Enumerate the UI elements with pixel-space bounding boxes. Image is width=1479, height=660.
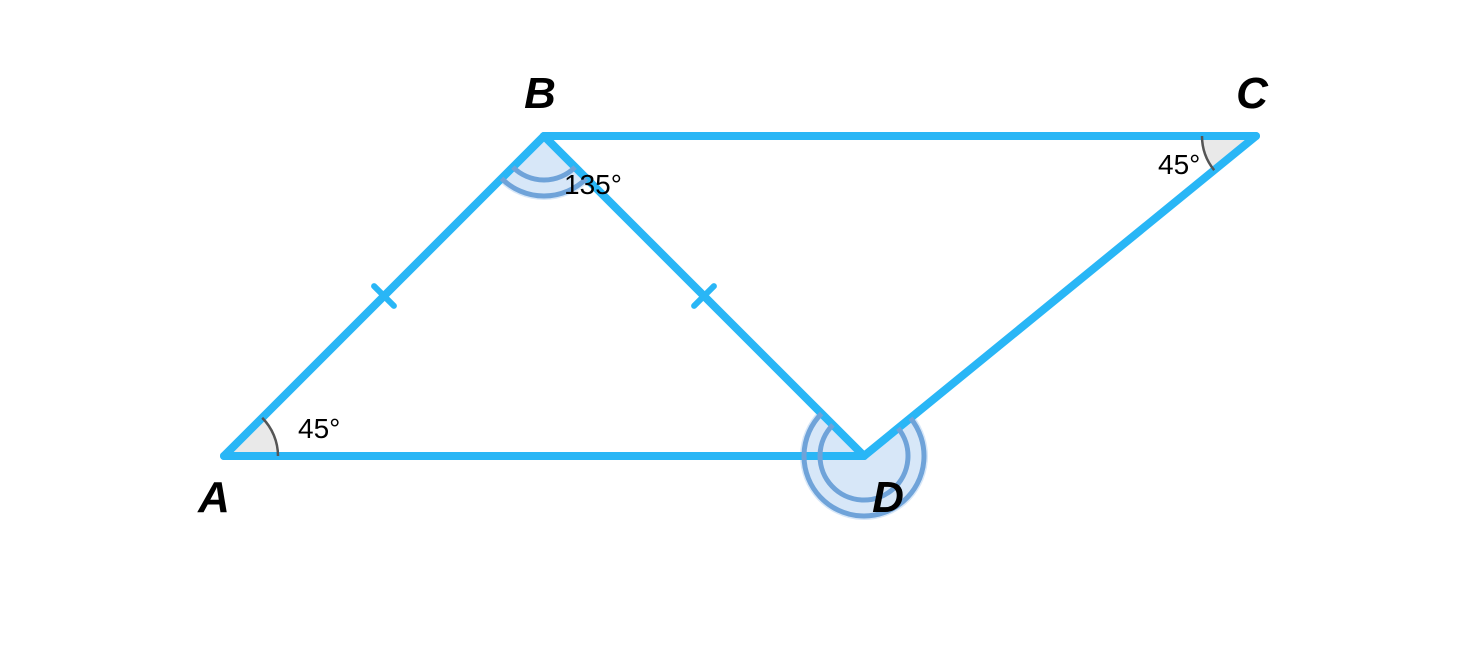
edge-CD xyxy=(864,136,1256,456)
vertex-label-C: C xyxy=(1236,69,1269,118)
vertex-label-D: D xyxy=(872,473,904,522)
angle-B-label: 135° xyxy=(564,169,622,200)
geometry-diagram: 45° 45° 135° A B C D xyxy=(0,0,1479,660)
vertex-label-B: B xyxy=(524,69,556,118)
edges xyxy=(224,136,1256,456)
vertex-label-A: A xyxy=(197,473,230,522)
tick-marks xyxy=(374,286,714,306)
angle-A-label: 45° xyxy=(298,413,340,444)
angle-C-label: 45° xyxy=(1158,149,1200,180)
